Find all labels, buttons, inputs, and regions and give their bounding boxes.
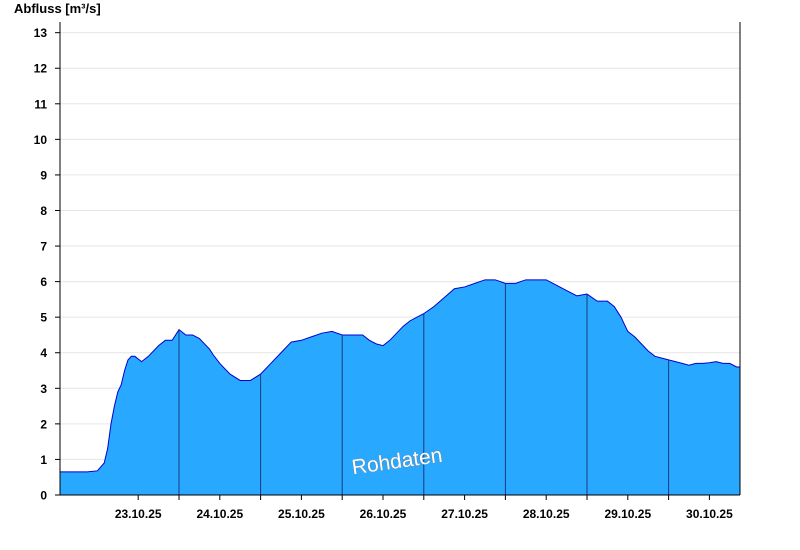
discharge-line bbox=[60, 279, 740, 473]
x-tick-label: 28.10.25 bbox=[523, 507, 570, 521]
x-tick-label: 26.10.25 bbox=[360, 507, 407, 521]
y-tick-label: 13 bbox=[34, 26, 48, 40]
y-tick-label: 0 bbox=[40, 489, 47, 503]
y-tick-label: 3 bbox=[40, 382, 47, 396]
y-tick-label: 2 bbox=[40, 417, 47, 431]
x-tick-label: 24.10.25 bbox=[196, 507, 243, 521]
discharge-fill bbox=[60, 279, 740, 495]
y-tick-label: 9 bbox=[40, 168, 47, 182]
x-axis-ticks: 23.10.25 24.10.25 25.10.25 26.10.25 27.10.25… bbox=[115, 495, 733, 521]
y-tick-label: 5 bbox=[40, 311, 47, 325]
y-tick-label: 8 bbox=[40, 204, 47, 218]
x-tick-label: 25.10.25 bbox=[278, 507, 325, 521]
axes bbox=[59, 22, 741, 496]
discharge-area bbox=[60, 279, 740, 495]
x-tick-label: 30.10.25 bbox=[686, 507, 733, 521]
x-tick-label: 27.10.25 bbox=[441, 507, 488, 521]
day-separator-lines bbox=[178, 283, 670, 495]
y-tick-label: 6 bbox=[40, 275, 47, 289]
y-tick-label: 11 bbox=[34, 97, 47, 111]
y-tick-label: 10 bbox=[34, 133, 48, 147]
y-tick-label: 4 bbox=[40, 346, 47, 360]
y-tick-label: 7 bbox=[40, 240, 47, 254]
y-axis-label: Abfluss [m³/s] bbox=[14, 1, 101, 16]
x-tick-label: 23.10.25 bbox=[115, 507, 162, 521]
x-tick-label: 29.10.25 bbox=[604, 507, 651, 521]
y-tick-label: 12 bbox=[34, 62, 48, 76]
y-tick-label: 1 bbox=[40, 453, 47, 467]
